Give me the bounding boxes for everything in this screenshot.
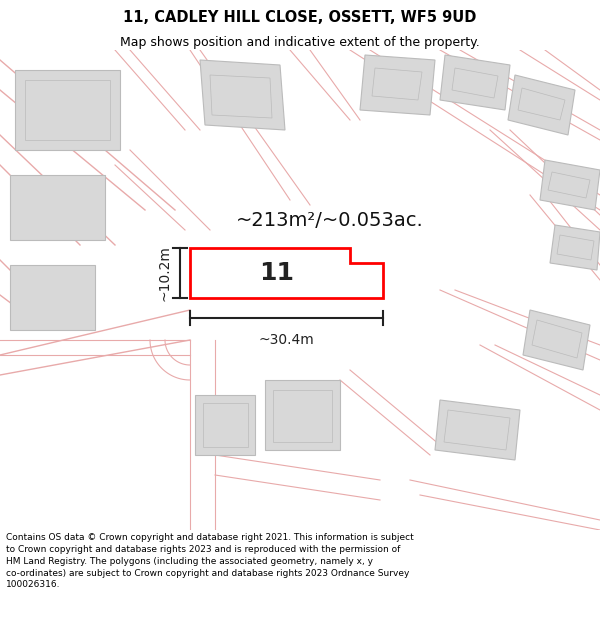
Polygon shape: [200, 60, 285, 130]
Polygon shape: [203, 403, 248, 447]
Polygon shape: [557, 235, 594, 260]
Polygon shape: [265, 380, 340, 450]
Polygon shape: [444, 410, 510, 450]
Polygon shape: [10, 265, 95, 330]
Text: ~10.2m: ~10.2m: [158, 245, 172, 301]
Text: 11: 11: [259, 261, 294, 285]
Polygon shape: [372, 68, 422, 100]
Polygon shape: [440, 55, 510, 110]
Text: ~213m²/~0.053ac.: ~213m²/~0.053ac.: [236, 211, 424, 229]
Polygon shape: [548, 172, 590, 198]
Polygon shape: [10, 175, 105, 240]
Text: 11, CADLEY HILL CLOSE, OSSETT, WF5 9UD: 11, CADLEY HILL CLOSE, OSSETT, WF5 9UD: [124, 10, 476, 25]
Polygon shape: [210, 75, 272, 118]
Polygon shape: [452, 68, 498, 98]
Polygon shape: [540, 160, 600, 210]
Polygon shape: [518, 88, 565, 120]
Polygon shape: [532, 320, 582, 358]
Polygon shape: [15, 70, 120, 150]
Polygon shape: [435, 400, 520, 460]
Polygon shape: [360, 55, 435, 115]
Text: ~30.4m: ~30.4m: [259, 333, 314, 347]
Polygon shape: [195, 395, 255, 455]
Polygon shape: [508, 75, 575, 135]
Polygon shape: [25, 80, 110, 140]
Polygon shape: [550, 225, 600, 270]
Polygon shape: [523, 310, 590, 370]
Polygon shape: [273, 390, 332, 442]
Polygon shape: [190, 248, 383, 298]
Text: Map shows position and indicative extent of the property.: Map shows position and indicative extent…: [120, 36, 480, 49]
Text: Contains OS data © Crown copyright and database right 2021. This information is : Contains OS data © Crown copyright and d…: [6, 533, 414, 589]
